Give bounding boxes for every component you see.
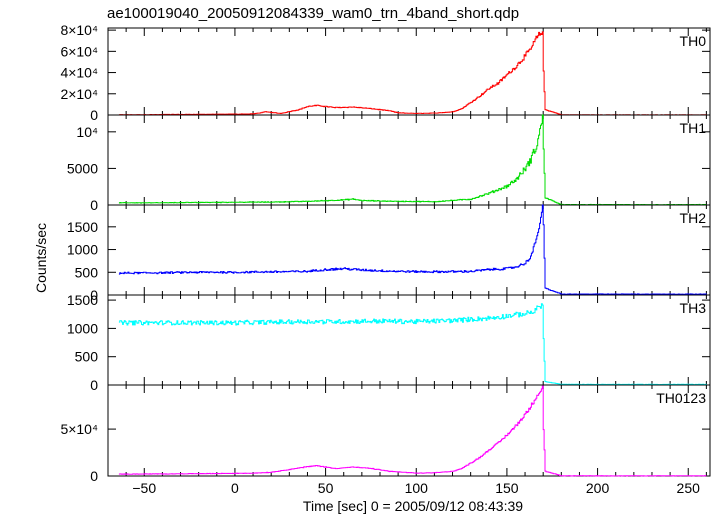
light-curve-th3 bbox=[118, 303, 707, 386]
panel-th0: 0 2×10⁴ 4×10⁴ 6×10⁴ 8×10⁴ TH0 bbox=[60, 22, 711, 123]
x-tick-label: 250 bbox=[677, 480, 701, 496]
y-tick-label: 1000 bbox=[67, 242, 98, 258]
y-tick-label: 500 bbox=[75, 264, 99, 280]
x-tick-label: 150 bbox=[495, 480, 519, 496]
y-tick-label: 8×10⁴ bbox=[60, 22, 98, 38]
x-tick-label: −50 bbox=[132, 480, 156, 496]
y-tick-label: 5000 bbox=[67, 160, 98, 176]
y-tick-label: 1500 bbox=[67, 292, 98, 308]
panel-frame bbox=[107, 114, 711, 206]
x-tick-label: 50 bbox=[318, 480, 334, 496]
y-tick-label: 4×10⁴ bbox=[60, 65, 98, 81]
panel-label: TH3 bbox=[680, 300, 707, 316]
panel-label: TH0 bbox=[680, 33, 707, 49]
light-curve-th0123 bbox=[118, 385, 707, 477]
panel-frame bbox=[107, 384, 711, 477]
light-curve-th0 bbox=[118, 31, 707, 116]
panel-th2: 0 500 1000 1500 TH2 bbox=[67, 204, 711, 303]
y-tick-label: 1500 bbox=[67, 219, 98, 235]
y-tick-label: 0 bbox=[90, 287, 98, 303]
y-tick-label: 1000 bbox=[67, 320, 98, 336]
figure-title: ae100019040_20050912084339_wam0_trn_4ban… bbox=[107, 5, 519, 22]
y-tick-label: 500 bbox=[75, 349, 99, 365]
y-tick-label: 0 bbox=[90, 468, 98, 484]
x-tick-label: 200 bbox=[586, 480, 610, 496]
panel-frame bbox=[107, 27, 711, 116]
panel-label: TH1 bbox=[680, 120, 707, 136]
panel-th3: 0 500 1000 1500 TH3 bbox=[67, 292, 711, 393]
y-tick-label: 0 bbox=[90, 377, 98, 393]
y-tick-label: 10⁴ bbox=[76, 124, 98, 140]
panel-label: TH0123 bbox=[656, 390, 706, 406]
panel-th1: 0 5000 10⁴ TH1 bbox=[67, 114, 711, 213]
y-tick-label: 2×10⁴ bbox=[60, 86, 98, 102]
y-tick-label: 6×10⁴ bbox=[60, 43, 98, 59]
x-tick-label: 100 bbox=[405, 480, 429, 496]
x-axis-label: Time [sec] 0 = 2005/09/12 08:43:39 bbox=[303, 498, 523, 514]
panel-frame bbox=[107, 204, 711, 296]
y-tick-label: 0 bbox=[90, 197, 98, 213]
y-tick-label: 5×10⁴ bbox=[60, 421, 98, 437]
panel-th0123: 0 5×10⁴ TH0123 bbox=[60, 384, 711, 484]
y-axis-label: Counts/sec bbox=[33, 223, 49, 293]
panel-frame bbox=[107, 294, 711, 386]
y-tick-label: 0 bbox=[90, 107, 98, 123]
panel-label: TH2 bbox=[680, 210, 707, 226]
light-curve-th1 bbox=[118, 114, 707, 206]
x-tick-label: 0 bbox=[231, 480, 239, 496]
light-curve-th2 bbox=[118, 204, 707, 295]
